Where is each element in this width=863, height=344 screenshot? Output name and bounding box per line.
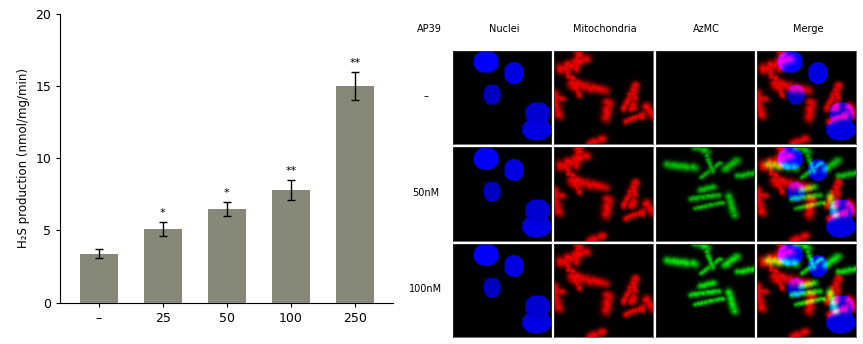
Text: 100nM: 100nM [409, 284, 443, 294]
Text: –: – [424, 91, 428, 101]
Bar [272, 190, 310, 303]
Text: **: ** [350, 58, 361, 68]
Text: 50nM: 50nM [413, 187, 439, 198]
Text: *: * [224, 188, 230, 198]
Y-axis label: H₂S production (nmol/mg/min): H₂S production (nmol/mg/min) [17, 68, 30, 248]
Bar [143, 229, 182, 303]
Text: AzMC: AzMC [693, 24, 720, 34]
Bar [208, 209, 246, 303]
Bar [336, 86, 374, 303]
Text: AP39: AP39 [64, 343, 95, 344]
Text: **: ** [286, 166, 297, 176]
Text: Merge: Merge [793, 24, 823, 34]
Bar [79, 254, 118, 303]
Text: *: * [160, 208, 166, 218]
Text: Mitochondria: Mitochondria [573, 24, 637, 34]
Text: AP39: AP39 [418, 24, 442, 34]
Text: Nuclei: Nuclei [488, 24, 519, 34]
